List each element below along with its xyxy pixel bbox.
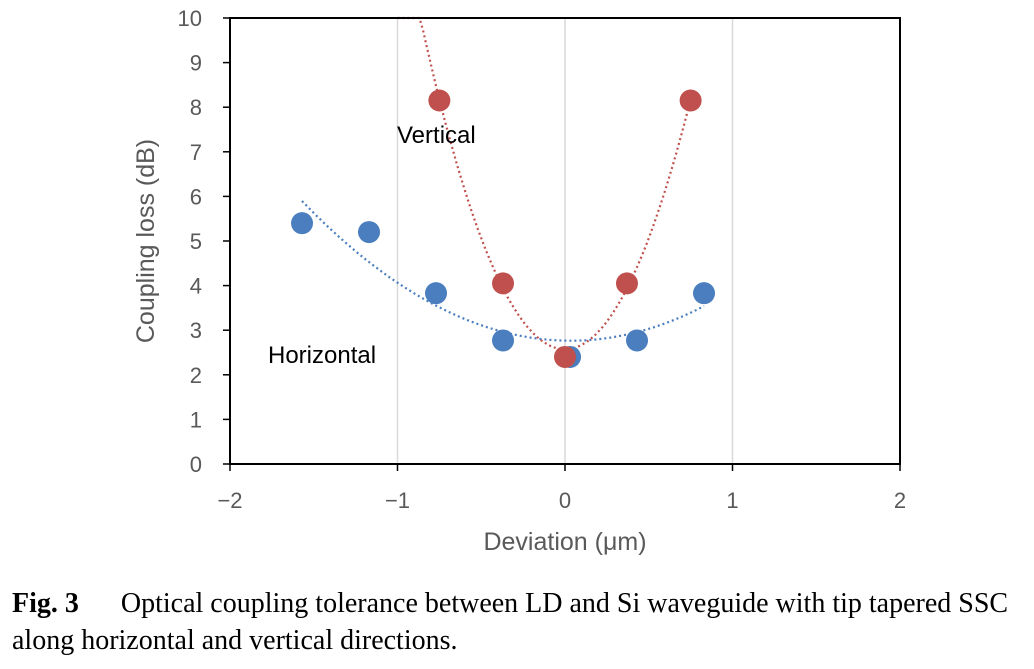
trendlines	[301, 16, 705, 351]
y-tick-label: 6	[190, 184, 202, 209]
tick-labels: −2 −1 0 1 2 0 1 2 3 4 5 6 7 8 9 10	[178, 6, 907, 513]
y-tick-label: 0	[190, 452, 202, 477]
y-tick-label: 9	[190, 51, 202, 76]
series-label-horizontal: Horizontal	[268, 342, 376, 369]
data-point-vertical	[554, 345, 576, 368]
data-point-vertical	[492, 272, 515, 295]
y-tick-label: 8	[190, 95, 202, 120]
data-point-horizontal	[626, 329, 649, 352]
figure-caption-text: Optical coupling tolerance between LD an…	[12, 588, 1009, 656]
y-tick-label: 1	[190, 407, 202, 432]
x-tick-label: 1	[726, 488, 738, 513]
y-axis-title: Coupling loss (dB)	[132, 139, 160, 343]
x-tick-label: −1	[385, 488, 410, 513]
data-points	[291, 89, 716, 368]
trendline-horizontal	[301, 200, 705, 342]
figure-label: Fig. 3	[12, 588, 79, 619]
grid	[396, 18, 734, 464]
data-point-horizontal	[425, 282, 448, 305]
data-point-vertical	[428, 89, 451, 112]
data-point-vertical	[615, 272, 638, 295]
y-tick-label: 4	[190, 274, 202, 299]
data-point-horizontal	[291, 212, 314, 235]
y-tick-label: 10	[178, 6, 202, 31]
x-tick-label: 2	[894, 488, 906, 513]
y-tick-label: 2	[190, 363, 202, 388]
y-tick-label: 7	[190, 140, 202, 165]
x-axis-title: Deviation (μm)	[483, 528, 646, 556]
data-point-horizontal	[358, 221, 381, 244]
series-label-vertical: Vertical	[397, 122, 476, 149]
data-point-horizontal	[693, 282, 716, 305]
x-tick-label: −2	[217, 488, 242, 513]
y-tick-label: 3	[190, 318, 202, 343]
y-tick-label: 5	[190, 229, 202, 254]
data-point-horizontal	[492, 329, 515, 352]
x-tick-label: 0	[559, 488, 571, 513]
figure-caption: Fig. 3 Optical coupling tolerance between…	[12, 585, 1032, 659]
data-point-vertical	[679, 89, 702, 112]
